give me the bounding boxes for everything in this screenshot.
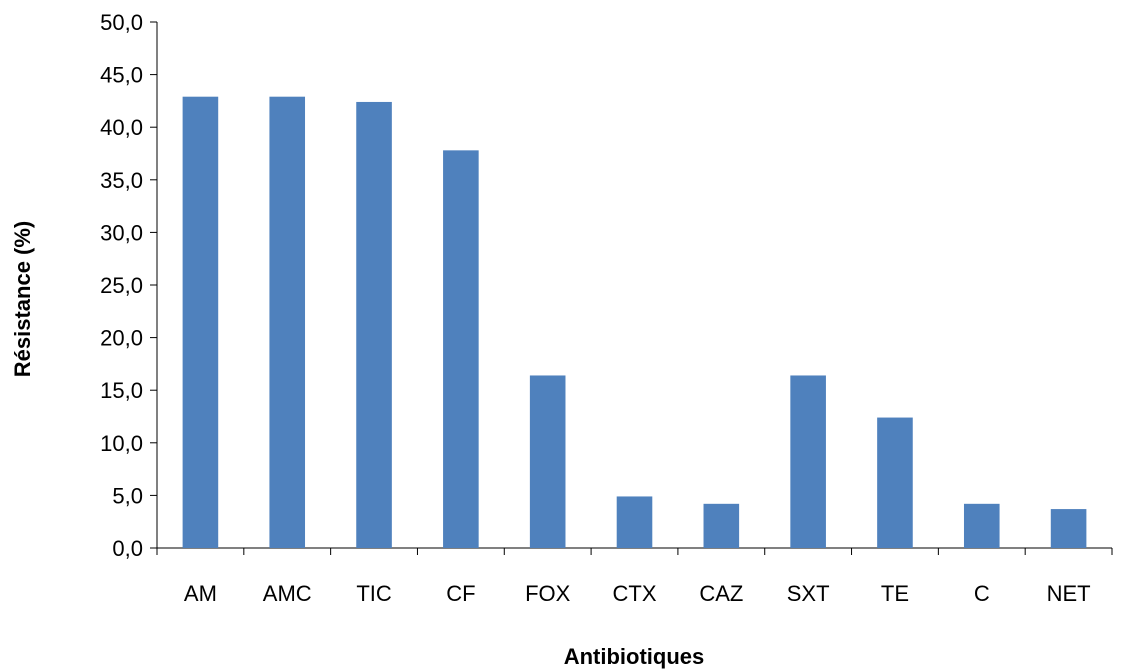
x-tick-label: CTX	[613, 581, 657, 606]
bar-cf	[443, 150, 479, 548]
x-tick-label: SXT	[787, 581, 830, 606]
y-tick-label: 40,0	[100, 115, 143, 140]
x-tick-label: FOX	[525, 581, 571, 606]
y-tick-label: 25,0	[100, 273, 143, 298]
bar-amc	[269, 96, 306, 548]
x-tick-label: TE	[881, 581, 909, 606]
x-axis: AM AMC TIC CF FOX CTX CAZ SXT TE C NET	[156, 547, 1113, 606]
bar-ctx	[616, 496, 653, 548]
y-tick-label: 50,0	[100, 10, 143, 35]
x-axis-title: Antibiotiques	[564, 644, 705, 669]
bar-sxt	[790, 375, 826, 548]
bars	[182, 96, 1087, 549]
bar-caz	[703, 503, 740, 548]
bar-net	[1050, 509, 1087, 548]
y-tick-label: 35,0	[100, 168, 143, 193]
bar-c	[963, 503, 1000, 548]
x-tick-label: TIC	[356, 581, 392, 606]
y-tick-label: 20,0	[100, 326, 143, 351]
x-tick-label: C	[974, 581, 990, 606]
bar-fox	[529, 375, 566, 548]
x-tick-label: NET	[1047, 581, 1091, 606]
x-tick-label: CF	[446, 581, 475, 606]
bar-am	[182, 96, 219, 548]
x-tick-label: AM	[184, 581, 217, 606]
bar-tic	[356, 101, 392, 549]
y-tick-label: 30,0	[100, 220, 143, 245]
x-tick-label: AMC	[263, 581, 312, 606]
y-axis-title: Résistance (%)	[10, 221, 35, 378]
y-axis: 0,0 5,0 10,0 15,0 20,0 25,0 30,0 35,0 40,0 45,0 50…	[100, 10, 158, 561]
bar-te	[877, 417, 913, 548]
y-tick-label: 5,0	[112, 483, 143, 508]
y-tick-label: 10,0	[100, 431, 143, 456]
y-tick-label: 15,0	[100, 378, 143, 403]
y-tick-label: 0,0	[112, 536, 143, 561]
y-tick-label: 45,0	[100, 63, 143, 88]
x-tick-label: CAZ	[699, 581, 743, 606]
